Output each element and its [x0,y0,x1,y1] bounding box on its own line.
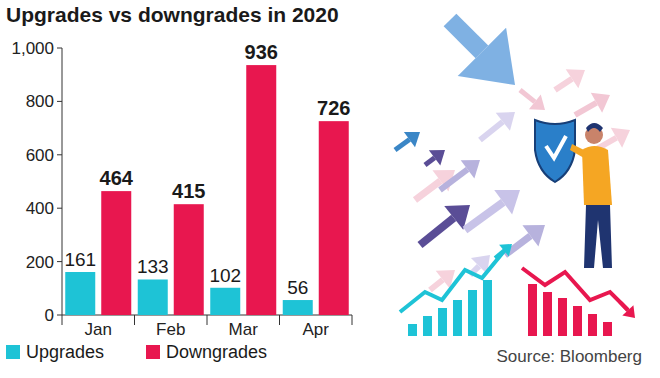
deco-arrow-shaft [465,202,503,230]
deco-check [546,136,566,158]
deco-hair [586,123,603,132]
chart: Upgrades vs downgrades in 2020 0 200 400 600… [0,0,660,378]
deco-bar [528,284,537,336]
deco-arrow-head [496,112,515,131]
category-divider [134,315,135,325]
y-tick-label: 0 [45,306,54,325]
x-tick-label: Jan [85,320,112,339]
category-divider [207,315,208,325]
deco-bar [423,316,432,336]
data-label: 102 [209,265,241,286]
y-tick-label: 600 [26,146,54,165]
title: Upgrades vs downgrades in 2020 [6,3,339,26]
category-divider [352,315,353,325]
y-tick [57,261,62,262]
deco-arrow-head [458,28,515,85]
deco-arrow-shaft [520,90,535,102]
data-label: 726 [317,97,350,119]
y-tick-label: 200 [26,253,54,272]
deco-line [522,268,628,310]
deco-bar [438,308,447,336]
bar [65,272,95,315]
x-tick-label: Feb [156,320,185,339]
bars [65,65,349,315]
bar [210,288,240,315]
deco-bar [408,324,417,336]
deco-arrow-shaft [420,218,454,245]
category-divider [62,315,63,325]
data-label: 464 [100,167,134,189]
data-labels: 161 133 102 56 464 415 936 726 [64,41,350,298]
y-tick-label: 1,000 [11,39,54,58]
deco-legs [584,205,612,268]
y-tick [57,315,62,316]
deco-arrow-shaft [430,280,443,290]
deco-arrow-shaft [495,251,504,258]
deco-arrow-head [611,128,630,148]
deco-arrow-shaft [450,20,482,52]
y-tick [57,48,62,49]
deco-arrow-shaft [440,169,468,190]
deco-arrow-head [499,244,512,256]
deco-arrow-head [522,225,545,247]
y-tick-label: 800 [26,92,54,111]
data-label: 936 [245,41,278,63]
data-label: 133 [137,256,169,277]
y-tick-label: 400 [26,199,54,218]
legend-swatch [146,345,160,359]
deco-bar [453,300,462,336]
deco-arrow-shaft [395,140,409,150]
deco-line [400,250,505,312]
bar [283,300,313,315]
data-label: 415 [172,180,205,202]
deco-bar [588,314,597,336]
deco-body [582,146,612,205]
y-tick [57,208,62,209]
deco-bar [543,292,552,336]
bar [174,204,204,315]
deco-arrow-shaft [480,122,503,140]
deco-arrow-head [461,160,480,178]
y-tick [57,101,62,102]
deco-bar [468,290,477,336]
deco-arrow-head [529,94,545,110]
deco-arm [570,144,588,158]
deco-arrow-head [622,305,635,318]
deco-arrow-head [566,69,585,88]
legend-item: Downgrades [146,342,267,362]
x-tick-label: Apr [303,320,330,339]
y-axis [62,48,63,315]
data-label: 161 [64,249,96,270]
legend-item: Upgrades [6,342,104,362]
category-divider [279,315,280,325]
deco-arrow-shaft [620,302,628,310]
deco-bar [603,322,612,336]
source-note: Source: Bloomberg [496,347,642,366]
deco-shield [535,120,575,182]
deco-arrow-head [429,150,445,165]
illustration [395,20,635,336]
bar [319,121,349,315]
legend-label: Upgrades [26,342,104,362]
bar [246,65,276,315]
bar [138,279,168,315]
legend-swatch [6,345,20,359]
x-tick-label: Mar [229,320,259,339]
bar [101,191,131,315]
deco-arrow-head [404,132,420,147]
deco-arrow-head [494,190,520,215]
chart-root: Upgrades vs downgrades in 2020 0 200 400 600… [0,0,660,378]
data-label: 56 [287,277,308,298]
legend-label: Downgrades [166,342,267,362]
deco-arrow-shaft [575,103,596,115]
deco-arrow-shaft [555,79,572,90]
deco-arrow-head [591,93,610,113]
deco-bar [483,280,492,336]
deco-arrow-shaft [425,158,435,165]
deco-bar [573,306,582,336]
deco-arrow-shaft [415,181,440,200]
deco-bar [558,298,567,336]
y-tick [57,154,62,155]
